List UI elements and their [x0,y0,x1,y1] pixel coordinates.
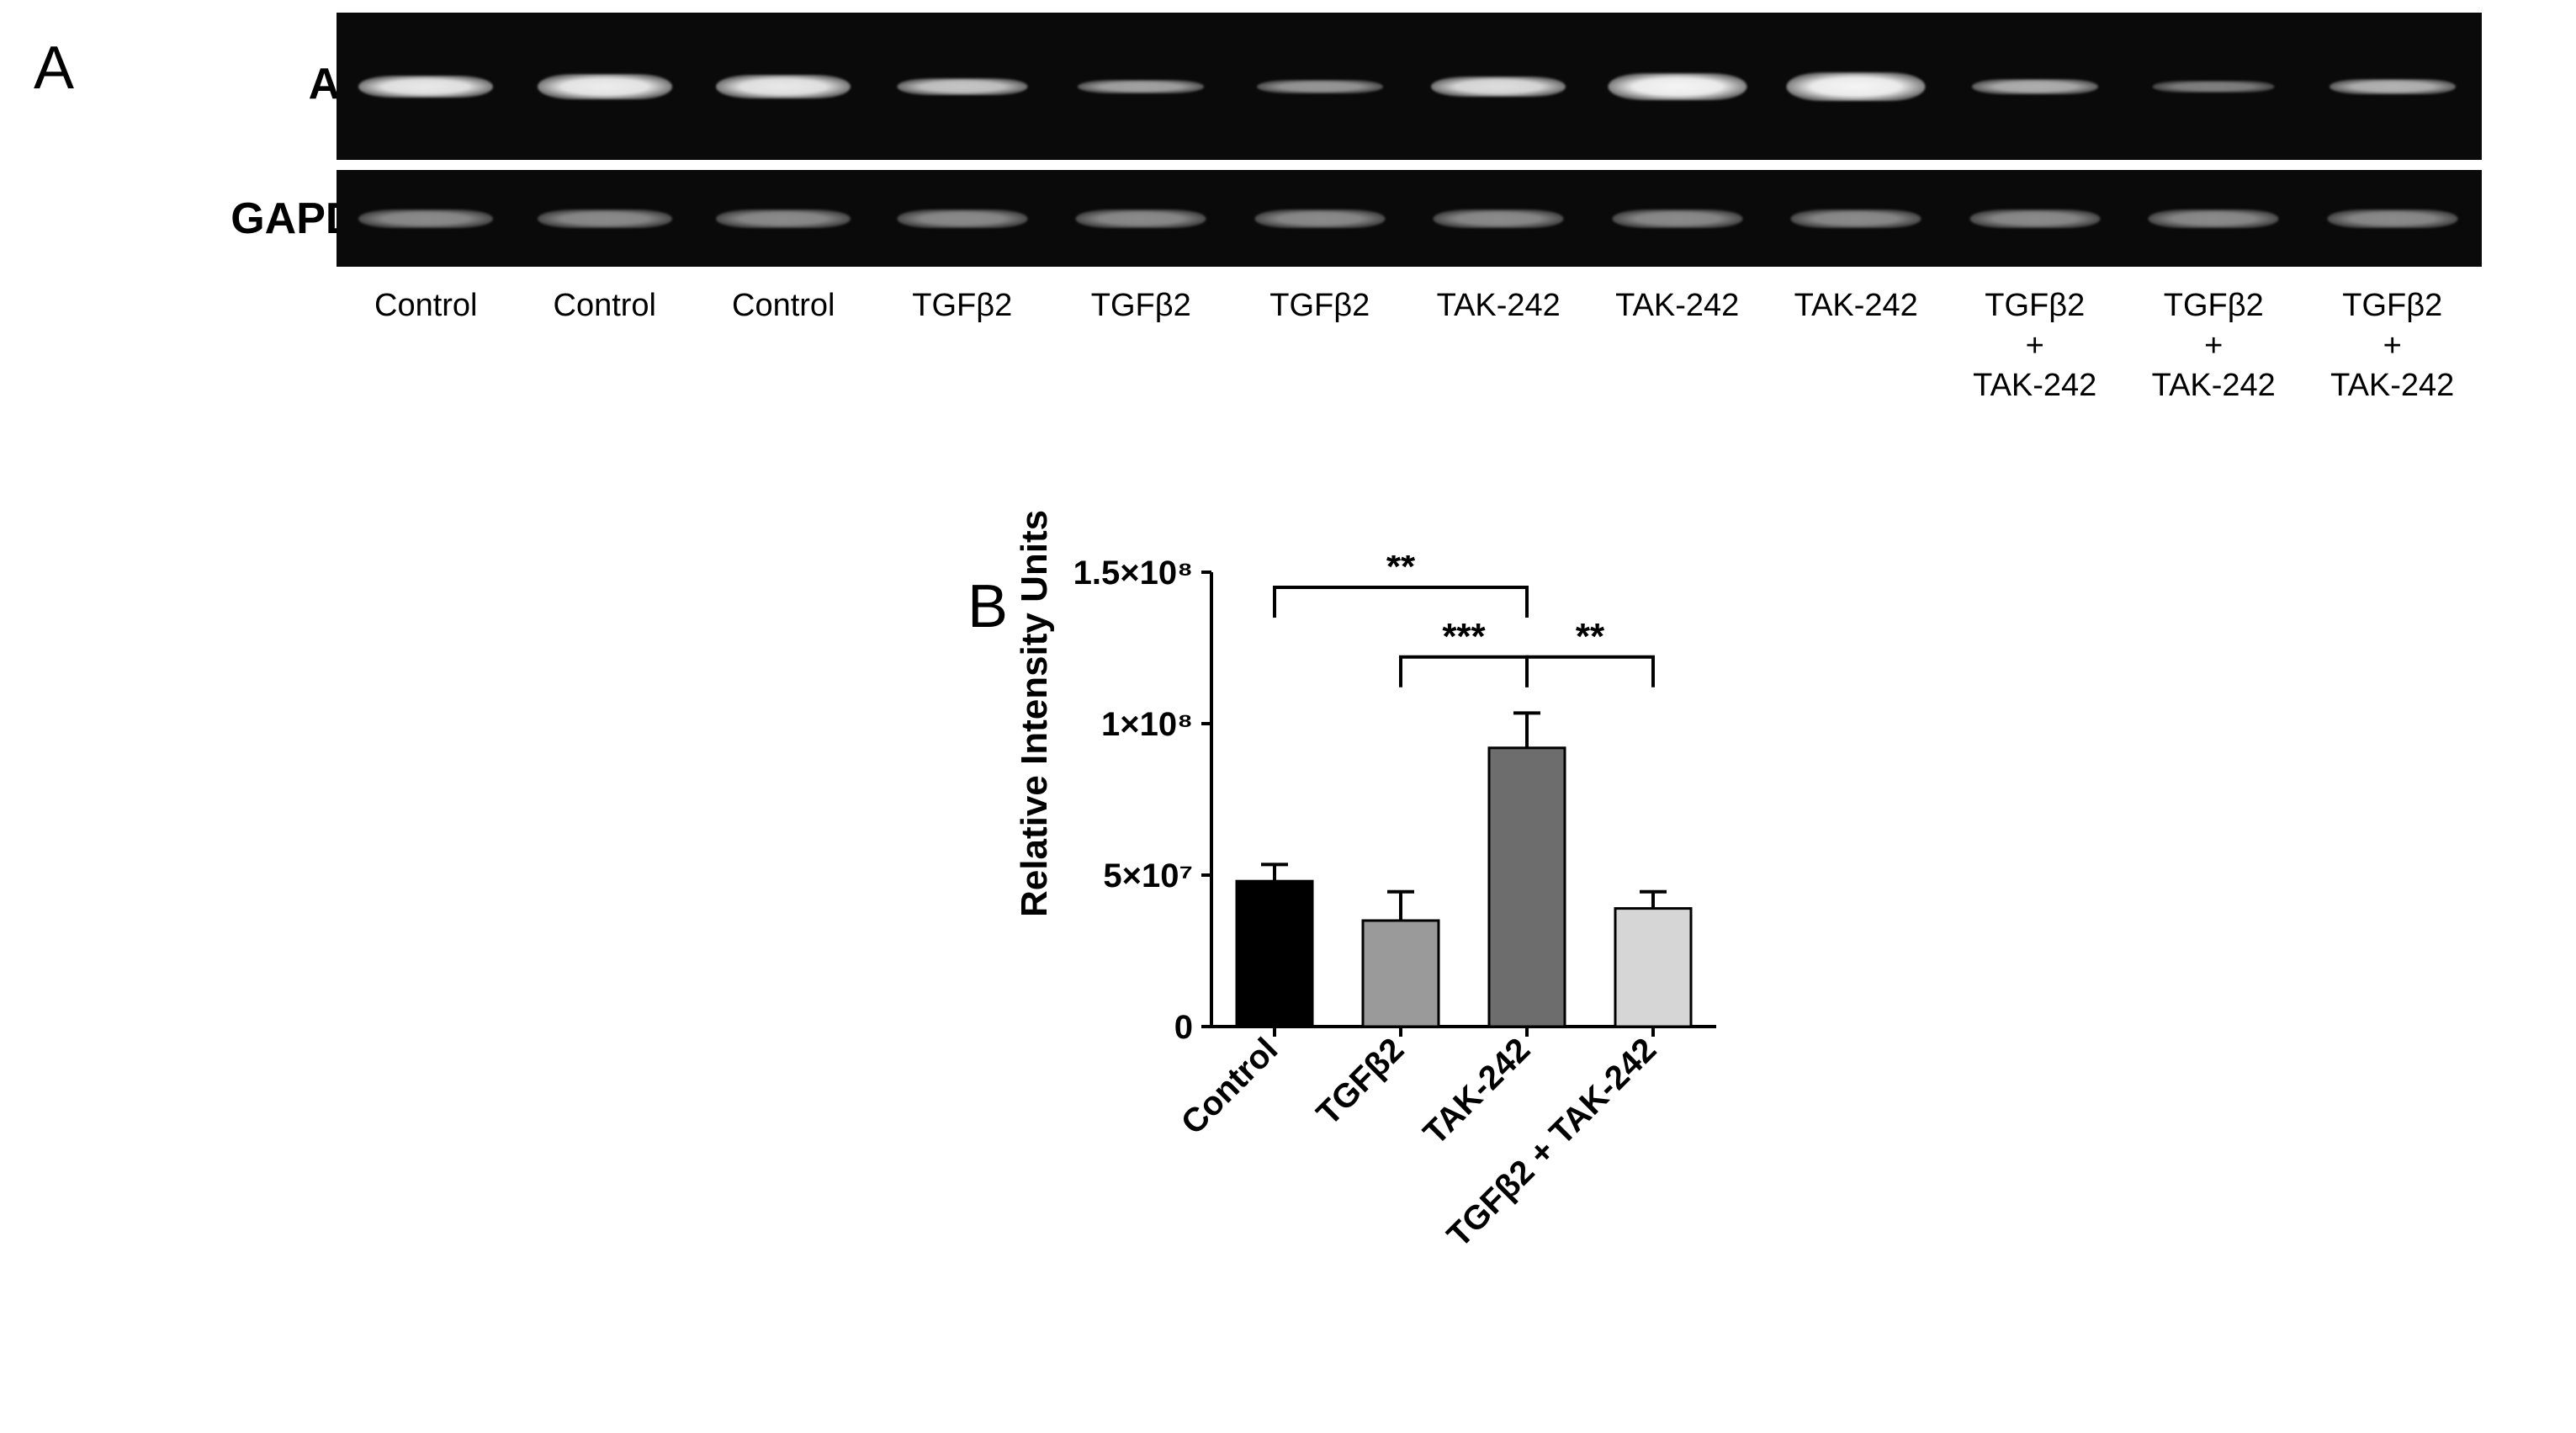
sig-bracket [1275,587,1527,618]
gel-band [2153,81,2275,93]
gel-band [716,210,851,228]
gel-blot-a20 [337,13,2482,160]
lane-label: TAK-242 [1409,286,1588,406]
gel-lane [1767,170,1946,267]
gel-lane [1767,13,1946,160]
gel-lane [1588,13,1768,160]
y-tick-label: 1.5×10⁸ [1073,555,1193,592]
lane-label: TAK-242 [1767,286,1946,406]
gel-lane [1946,170,2125,267]
lane-label: TGFβ2 + TAK-242 [2124,286,2303,406]
gel-band [2330,79,2456,94]
gel-band [716,75,851,98]
gel-lane [2303,170,2483,267]
gel-band [1612,210,1742,228]
lane-label: TGFβ2 + TAK-242 [1946,286,2125,406]
gel-band [538,210,672,228]
lane-label: TAK-242 [1588,286,1768,406]
y-tick-label: 1×10⁸ [1101,706,1193,743]
gel-lane [694,13,873,160]
gel-band [1434,210,1564,228]
panel-a-label: A [34,34,74,103]
gel-lane [1946,13,2125,160]
gel-band [358,76,493,98]
sig-bracket [1527,657,1653,687]
gel-blot-gapdh [337,170,2482,267]
gel-band [538,74,672,99]
gel-band [1787,72,1926,101]
gel-band [2149,210,2279,228]
bar [1237,881,1312,1027]
gel-band [1078,80,1204,93]
gel-area [337,13,2482,277]
gel-lane [516,13,695,160]
lane-label: TGFβ2 [873,286,1052,406]
lane-labels: ControlControlControlTGFβ2TGFβ2TGFβ2TAK-… [337,286,2482,406]
lane-label: TGFβ2 + TAK-242 [2303,286,2483,406]
bar [1489,748,1565,1027]
lane-label: Control [337,286,516,406]
gel-band [1791,210,1921,228]
gel-band [1972,79,2098,94]
sig-label: *** [1442,616,1486,657]
lane-label: TGFβ2 [1052,286,1231,406]
y-axis-title: Relative Intensity Units [1014,510,1056,917]
x-label: Control [1174,1031,1285,1142]
gel-band [897,210,1027,228]
bar-chart: Relative Intensity Units 05×10⁷1×10⁸1.5×… [1068,555,1758,1397]
gel-lane [516,170,695,267]
gel-lane [1052,170,1231,267]
lane-label: Control [516,286,695,406]
gel-band [1608,73,1746,100]
gel-lane [1409,13,1588,160]
gel-band [897,78,1027,95]
lane-label: TGFβ2 [1231,286,1410,406]
bar [1615,909,1691,1027]
chart-svg: 0 5×10⁷ 1×10⁸ 1.5×10⁸ ControlTGFβ2TAK-242TGF… [1068,555,1758,1397]
sig-bracket [1401,657,1527,687]
y-tick-label: 0 [1174,1009,1193,1046]
gel-lane [337,170,516,267]
gel-band [1076,210,1206,228]
x-label: TGFβ2 [1310,1031,1412,1133]
gel-lane [1231,13,1410,160]
panel-b-label: B [967,572,1008,641]
x-label: TGFβ2 + TAK-242 [1440,1031,1664,1255]
bar [1363,921,1439,1027]
gel-band [1254,210,1385,228]
gel-lane [873,13,1052,160]
gel-lane [2303,13,2483,160]
gel-lane [694,170,873,267]
gel-band [1969,210,2100,228]
gel-lane [1052,13,1231,160]
gel-lane [1588,170,1768,267]
sig-label: ** [1576,616,1605,657]
y-tick-label: 5×10⁷ [1103,857,1193,894]
gel-band [358,210,493,228]
gel-lane [1409,170,1588,267]
gel-lane [2124,13,2303,160]
gel-band [1431,77,1566,97]
gel-lane [873,170,1052,267]
gel-lane [2124,170,2303,267]
gel-band [2327,210,2457,228]
lane-label: Control [694,286,873,406]
sig-label: ** [1386,555,1416,587]
gel-lane [337,13,516,160]
gel-lane [1231,170,1410,267]
x-label: TAK-242 [1417,1031,1538,1152]
gel-band [1257,80,1383,93]
